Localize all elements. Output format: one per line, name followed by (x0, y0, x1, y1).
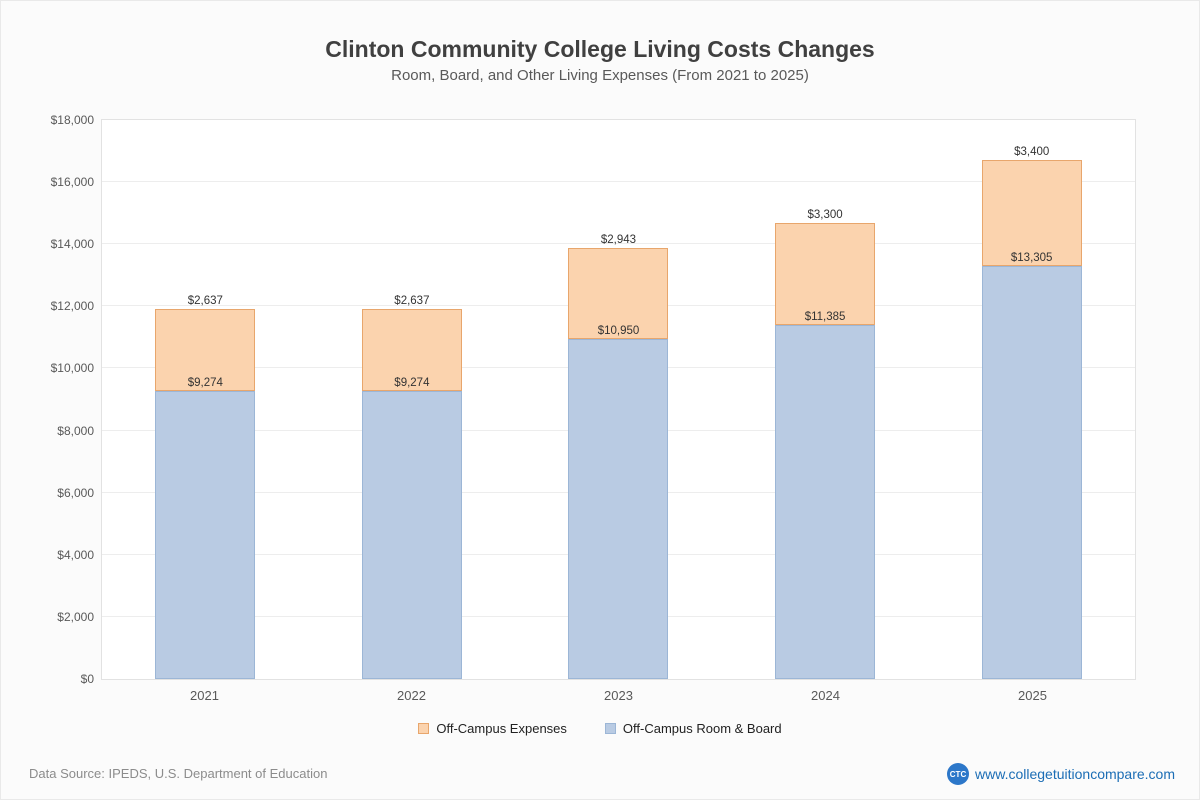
y-axis-tick-label: $16,000 (50, 175, 94, 190)
bar-stack-2023[interactable]: $2,943 $10,950 (568, 234, 669, 679)
chart-subtitle: Room, Board, and Other Living Expenses (… (391, 67, 809, 84)
collegetuitioncompare-logo-icon: CTC (947, 763, 970, 785)
bar-segment-room-board-2021[interactable]: $9,274 (155, 377, 256, 679)
legend-label: Off-Campus Expenses (436, 721, 567, 736)
legend-item-off-campus-room-board[interactable]: Off-Campus Room & Board (604, 721, 782, 736)
site-link[interactable]: www.collegetuitioncompare.com (975, 766, 1175, 782)
chart-title: Clinton Community College Living Costs C… (325, 36, 875, 62)
bar-value-label: $3,300 (807, 208, 843, 221)
x-axis-tick-label-2022: 2022 (397, 688, 426, 703)
bar-segment-room-board-2023[interactable]: $10,950 (568, 325, 669, 679)
legend: Off-Campus Expenses Off-Campus Room & Boa… (1, 721, 1199, 736)
bar-value-label: $11,385 (804, 311, 846, 324)
bar-value-label: $9,274 (187, 377, 223, 389)
bar-value-label: $2,943 (600, 233, 637, 246)
plot-area: $0 $2,000 $4,000 $6,000 $8,000 $10,000 $12,000… (51, 113, 1136, 686)
bar-slot-2023: $2,943 $10,950 (515, 120, 722, 679)
y-axis-tick-label: $8,000 (57, 423, 94, 438)
bar-segment-expenses-2025[interactable]: $3,400 (981, 146, 1082, 266)
bar-value-label: $2,637 (187, 295, 223, 308)
bar-stack-2024[interactable]: $3,300 $11,385 (775, 209, 876, 679)
bar-value-label: $10,950 (597, 324, 640, 337)
bar-stack-2021[interactable]: $2,637 $9,274 (155, 295, 256, 679)
bar-value-label: $9,274 (394, 377, 430, 389)
y-axis-tick-label: $6,000 (57, 485, 94, 500)
bar-slot-2021: $2,637 $9,274 (102, 120, 309, 679)
legend-item-off-campus-expenses[interactable]: Off-Campus Expenses (418, 721, 567, 736)
bar-value-label: $2,637 (394, 295, 430, 308)
bar-slot-2022: $2,637 $9,274 (309, 120, 516, 679)
y-axis-tick-label: $4,000 (57, 547, 94, 562)
bar-segment-room-board-2025[interactable]: $13,305 (981, 252, 1082, 679)
x-axis-tick-label-2021: 2021 (190, 688, 219, 703)
bar-segment-room-board-2024[interactable]: $11,385 (775, 311, 876, 679)
bar-segment-room-board-2022[interactable]: $9,274 (361, 377, 462, 679)
bar-stack-2022[interactable]: $2,637 $9,274 (361, 295, 462, 679)
x-axis-tick-label-2024: 2024 (811, 688, 840, 703)
bar-segment-expenses-2021[interactable]: $2,637 (155, 295, 256, 391)
bar-segment-expenses-2023[interactable]: $2,943 (568, 234, 669, 339)
y-axis-tick-label: $0 (80, 672, 94, 686)
y-axis-tick-label: $2,000 (57, 609, 94, 624)
bar-slot-2024: $3,300 $11,385 (722, 120, 929, 679)
gridline (102, 181, 1135, 183)
data-source-note: Data Source: IPEDS, U.S. Department of E… (29, 766, 328, 781)
y-axis-tick-label: $18,000 (50, 113, 94, 127)
bar-value-label: $3,400 (1014, 146, 1050, 159)
gridline (102, 243, 1135, 245)
site-attribution[interactable]: CTC www.collegetuitioncompare.com (947, 763, 1175, 785)
legend-swatch-icon (418, 723, 430, 734)
legend-swatch-icon (604, 723, 616, 734)
bar-slot-2025: $3,400 $13,305 (928, 120, 1135, 679)
bar-stack-2025[interactable]: $3,400 $13,305 (981, 146, 1082, 679)
legend-label: Off-Campus Room & Board (622, 721, 782, 736)
bar-segment-expenses-2024[interactable]: $3,300 (775, 209, 876, 326)
bars-container: $2,637 $9,274 $2,637 $9,274 $2,943 $10,950 $3,… (102, 120, 1135, 679)
x-axis-tick-label-2025: 2025 (1018, 688, 1047, 703)
x-axis: 2021 2022 2023 2024 2025 (101, 688, 1136, 703)
bar-value-label: $13,305 (1010, 251, 1053, 264)
y-axis-tick-label: $12,000 (50, 299, 94, 314)
y-axis-tick-label: $10,000 (50, 361, 94, 376)
bar-segment-expenses-2022[interactable]: $2,637 (361, 295, 462, 391)
x-axis-tick-label-2023: 2023 (604, 688, 633, 703)
y-axis-tick-label: $14,000 (50, 237, 94, 252)
